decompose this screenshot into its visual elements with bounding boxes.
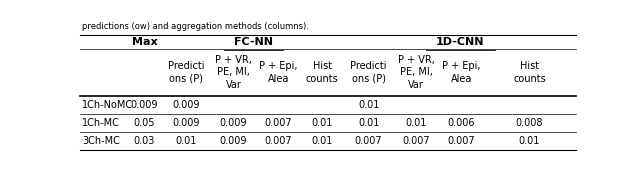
Text: 0.009: 0.009: [220, 118, 247, 128]
Text: 0.007: 0.007: [264, 136, 292, 146]
Text: 1Ch-MC: 1Ch-MC: [82, 118, 120, 128]
Text: Predicti
ons (P): Predicti ons (P): [168, 61, 204, 84]
Text: 0.009: 0.009: [172, 100, 200, 110]
Text: 0.007: 0.007: [402, 136, 430, 146]
Text: 1Ch-NoMC: 1Ch-NoMC: [82, 100, 133, 110]
Text: FC-NN: FC-NN: [234, 37, 273, 47]
Text: 0.05: 0.05: [134, 118, 156, 128]
Text: 0.009: 0.009: [172, 118, 200, 128]
Text: 0.007: 0.007: [264, 118, 292, 128]
Text: 0.01: 0.01: [518, 136, 540, 146]
Text: 0.006: 0.006: [447, 118, 475, 128]
Text: P + VR,
PE, MI,
Var: P + VR, PE, MI, Var: [215, 55, 252, 90]
Text: 0.01: 0.01: [312, 136, 333, 146]
Text: 0.01: 0.01: [175, 136, 196, 146]
Text: P + Epi,
Alea: P + Epi, Alea: [259, 61, 298, 84]
Text: P + Epi,
Alea: P + Epi, Alea: [442, 61, 481, 84]
Text: 0.01: 0.01: [312, 118, 333, 128]
Text: Predicti
ons (P): Predicti ons (P): [351, 61, 387, 84]
Text: 0.008: 0.008: [516, 118, 543, 128]
Text: 0.03: 0.03: [134, 136, 155, 146]
Text: 0.009: 0.009: [220, 136, 247, 146]
Text: 0.007: 0.007: [447, 136, 475, 146]
Text: 0.01: 0.01: [405, 118, 427, 128]
Text: Hist
counts: Hist counts: [513, 61, 546, 84]
Text: Max: Max: [132, 37, 157, 47]
Text: 0.007: 0.007: [355, 136, 383, 146]
Text: 0.01: 0.01: [358, 118, 380, 128]
Text: 0.01: 0.01: [358, 100, 380, 110]
Text: predictions (ow) and aggregation methods (columns).: predictions (ow) and aggregation methods…: [83, 22, 309, 31]
Text: 1D-CNN: 1D-CNN: [436, 37, 484, 47]
Text: 0.009: 0.009: [131, 100, 158, 110]
Text: 3Ch-MC: 3Ch-MC: [82, 136, 120, 146]
Text: Hist
counts: Hist counts: [306, 61, 339, 84]
Text: P + VR,
PE, MI,
Var: P + VR, PE, MI, Var: [397, 55, 435, 90]
